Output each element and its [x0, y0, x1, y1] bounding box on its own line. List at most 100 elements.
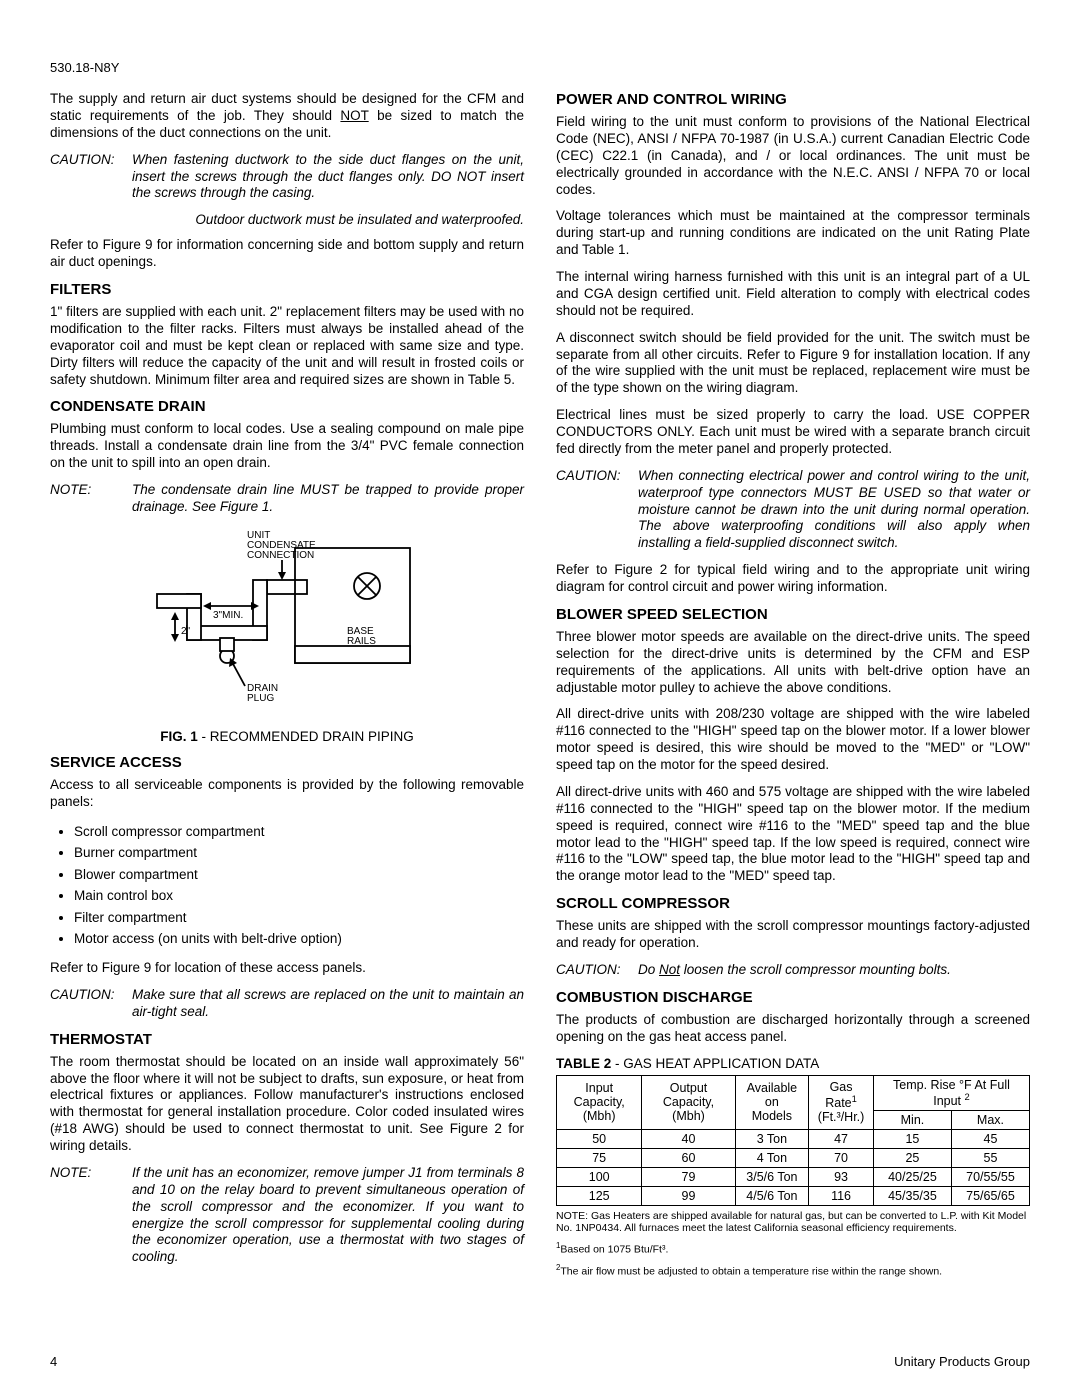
footnote-2: 2The air flow must be adjusted to obtain… [556, 1263, 1030, 1279]
list-item: Main control box [74, 885, 524, 907]
doc-number: 530.18-N8Y [50, 60, 1030, 75]
blower-p2: All direct-drive units with 208/230 volt… [556, 706, 1030, 774]
scroll-paragraph: These units are shipped with the scroll … [556, 918, 1030, 952]
caution-content: When fastening ductwork to the side duct… [132, 152, 524, 203]
thermostat-note: NOTE: If the unit has an economizer, rem… [50, 1165, 524, 1266]
gas-heat-table: Input Capacity,(Mbh) Output Capacity,(Mb… [556, 1075, 1030, 1206]
power-p1: Field wiring to the unit must conform to… [556, 114, 1030, 198]
cell: 100 [557, 1167, 642, 1186]
table-row: 75 60 4 Ton 70 25 55 [557, 1148, 1030, 1167]
blower-p1: Three blower motor speeds are available … [556, 629, 1030, 697]
table-label: TABLE 2 [556, 1056, 611, 1071]
list-item: Motor access (on units with belt-drive o… [74, 928, 524, 950]
two-column-layout: The supply and return air duct systems s… [50, 91, 1030, 1279]
table-row: 100 79 3/5/6 Ton 93 40/25/25 70/55/55 [557, 1167, 1030, 1186]
service-access-heading: SERVICE ACCESS [50, 754, 524, 771]
cell: 55 [951, 1148, 1029, 1167]
cell: 47 [809, 1129, 874, 1148]
right-column: POWER AND CONTROL WIRING Field wiring to… [556, 91, 1030, 1279]
list-item: Blower compartment [74, 864, 524, 886]
scroll-caution-post: loosen the scroll compressor mounting bo… [680, 962, 951, 977]
cell: 25 [873, 1148, 951, 1167]
cell: 93 [809, 1167, 874, 1186]
cell: 40 [642, 1129, 735, 1148]
cell: 3 Ton [735, 1129, 809, 1148]
power-p5: Electrical lines must be sized properly … [556, 407, 1030, 458]
blower-p3: All direct-drive units with 460 and 575 … [556, 784, 1030, 885]
caution-label: CAUTION: [556, 962, 638, 979]
col-max: Max. [951, 1110, 1029, 1129]
outdoor-ductwork-note: Outdoor ductwork must be insulated and w… [50, 212, 524, 227]
caution-label: CAUTION: [556, 468, 638, 552]
figure-1-container: UNIT CONDENSATE CONNECTION [50, 526, 524, 721]
col-output: Output Capacity,(Mbh) [642, 1075, 735, 1129]
table-note: NOTE: Gas Heaters are shipped available … [556, 1210, 1030, 1235]
cell: 75 [557, 1148, 642, 1167]
table-row: 125 99 4/5/6 Ton 116 45/35/35 75/65/65 [557, 1186, 1030, 1205]
col-input: Input Capacity,(Mbh) [557, 1075, 642, 1129]
fig-caption-text: - RECOMMENDED DRAIN PIPING [198, 729, 414, 744]
svg-text:3"MIN.: 3"MIN. [213, 610, 243, 621]
cell: 4 Ton [735, 1148, 809, 1167]
service-refer-fig9: Refer to Figure 9 for location of these … [50, 960, 524, 977]
power-p4: A disconnect switch should be field prov… [556, 330, 1030, 398]
caution-content: When connecting electrical power and con… [638, 468, 1030, 552]
table-row: 50 40 3 Ton 47 15 45 [557, 1129, 1030, 1148]
condensate-drain-paragraph: Plumbing must conform to local codes. Us… [50, 421, 524, 472]
svg-text:2": 2" [181, 626, 191, 637]
condensate-note: NOTE: The condensate drain line MUST be … [50, 482, 524, 516]
caution-waterproof-connectors: CAUTION: When connecting electrical powe… [556, 468, 1030, 552]
caution-duct-flanges: CAUTION: When fastening ductwork to the … [50, 152, 524, 203]
cell: 4/5/6 Ton [735, 1186, 809, 1205]
thermostat-paragraph: The room thermostat should be located on… [50, 1054, 524, 1155]
intro-not: NOT [340, 108, 368, 123]
note-content: The condensate drain line MUST be trappe… [132, 482, 524, 516]
table-2-caption: TABLE 2 - GAS HEAT APPLICATION DATA [556, 1056, 1030, 1071]
table-caption-text: - GAS HEAT APPLICATION DATA [611, 1056, 819, 1071]
removable-panels-list: Scroll compressor compartment Burner com… [50, 821, 524, 951]
svg-text:CONNECTION: CONNECTION [247, 550, 314, 561]
cell: 116 [809, 1186, 874, 1205]
list-item: Filter compartment [74, 907, 524, 929]
intro-paragraph: The supply and return air duct systems s… [50, 91, 524, 142]
cell: 79 [642, 1167, 735, 1186]
cell: 99 [642, 1186, 735, 1205]
power-wiring-heading: POWER AND CONTROL WIRING [556, 91, 1030, 108]
page-footer: 4 Unitary Products Group [50, 1354, 1030, 1369]
list-item: Burner compartment [74, 842, 524, 864]
footer-group: Unitary Products Group [894, 1354, 1030, 1369]
col-gasrate: Gas Rate1(Ft.³/Hr.) [809, 1075, 874, 1129]
blower-speed-heading: BLOWER SPEED SELECTION [556, 606, 1030, 623]
cell: 70 [809, 1148, 874, 1167]
service-access-paragraph: Access to all serviceable components is … [50, 777, 524, 811]
cell: 75/65/65 [951, 1186, 1029, 1205]
svg-text:PLUG: PLUG [247, 693, 274, 704]
page-number: 4 [50, 1354, 57, 1369]
cell: 45/35/35 [873, 1186, 951, 1205]
cell: 3/5/6 Ton [735, 1167, 809, 1186]
scroll-compressor-heading: SCROLL COMPRESSOR [556, 895, 1030, 912]
caution-scroll-bolts: CAUTION: Do Not loosen the scroll compre… [556, 962, 1030, 979]
combustion-paragraph: The products of combustion are discharge… [556, 1012, 1030, 1046]
power-p6: Refer to Figure 2 for typical field wiri… [556, 562, 1030, 596]
cell: 125 [557, 1186, 642, 1205]
filters-paragraph: 1" filters are supplied with each unit. … [50, 304, 524, 388]
caution-label: CAUTION: [50, 987, 132, 1021]
col-models: Available onModels [735, 1075, 809, 1129]
col-temprise: Temp. Rise °F At Full Input 2 [873, 1075, 1029, 1110]
caution-content: Do Not loosen the scroll compressor moun… [638, 962, 1030, 979]
fig-label: FIG. 1 [160, 729, 198, 744]
combustion-discharge-heading: COMBUSTION DISCHARGE [556, 989, 1030, 1006]
condensate-drain-heading: CONDENSATE DRAIN [50, 398, 524, 415]
cell: 40/25/25 [873, 1167, 951, 1186]
thermostat-heading: THERMOSTAT [50, 1031, 524, 1048]
list-item: Scroll compressor compartment [74, 821, 524, 843]
caution-label: CAUTION: [50, 152, 132, 203]
power-p3: The internal wiring harness furnished wi… [556, 269, 1030, 320]
cell: 15 [873, 1129, 951, 1148]
left-column: The supply and return air duct systems s… [50, 91, 524, 1279]
cell: 50 [557, 1129, 642, 1148]
scroll-caution-not: Not [659, 962, 680, 977]
cell: 70/55/55 [951, 1167, 1029, 1186]
figure-1-caption: FIG. 1 - RECOMMENDED DRAIN PIPING [50, 729, 524, 744]
